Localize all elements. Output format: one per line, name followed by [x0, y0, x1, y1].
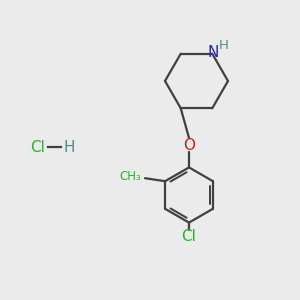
Text: Cl: Cl	[182, 229, 196, 244]
Text: N: N	[208, 45, 219, 60]
Text: H: H	[219, 39, 229, 52]
Text: CH₃: CH₃	[119, 170, 141, 184]
Text: Cl: Cl	[30, 140, 45, 154]
Text: O: O	[183, 138, 195, 153]
Text: H: H	[64, 140, 75, 154]
